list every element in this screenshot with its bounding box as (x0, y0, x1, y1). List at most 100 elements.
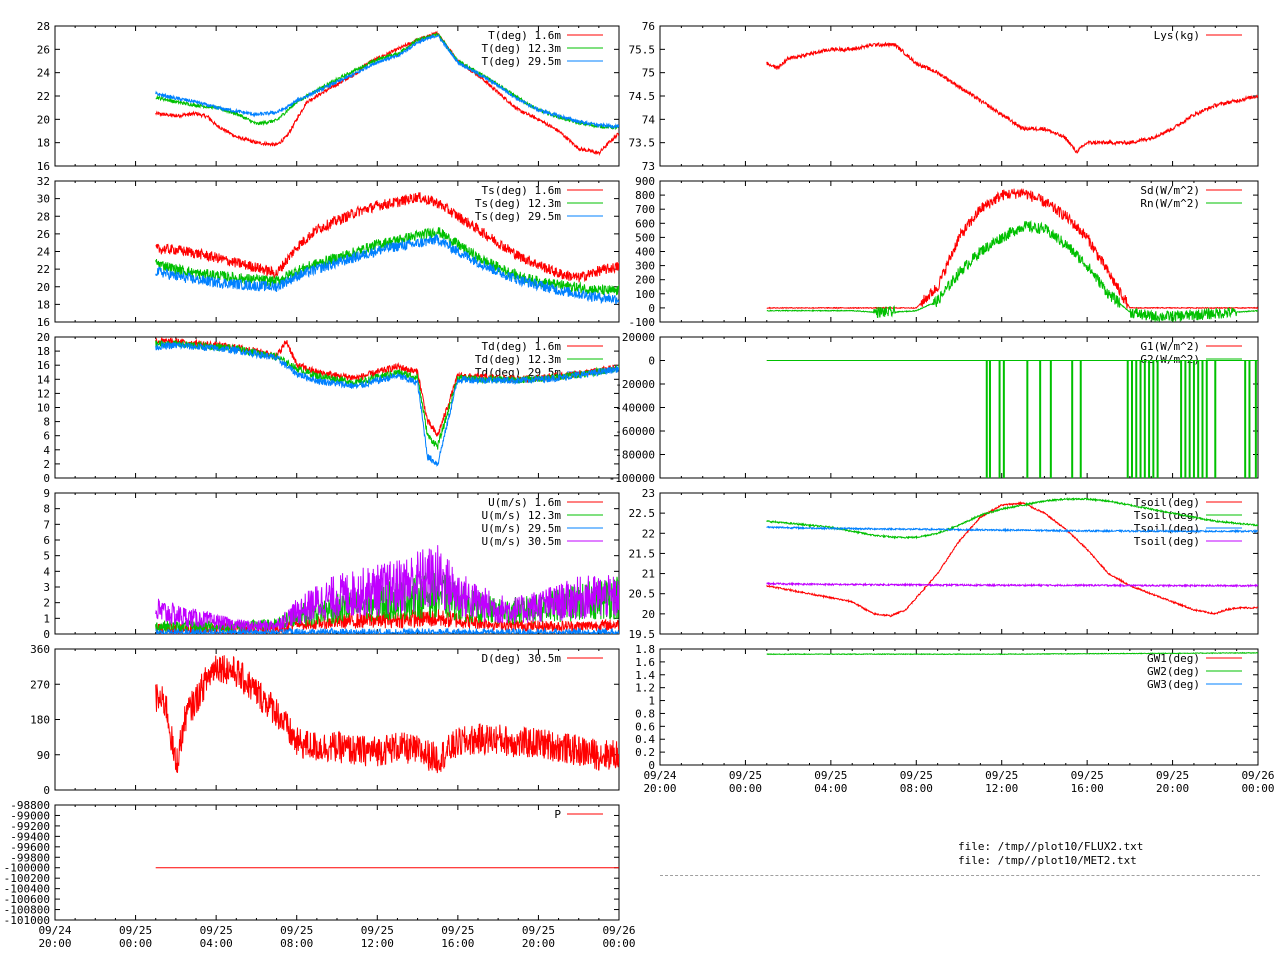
y-tick-label: 18 (37, 345, 50, 358)
y-tick-label: 180 (30, 714, 50, 727)
y-tick-label: 0 (648, 759, 655, 772)
y-tick-label: 300 (635, 260, 655, 273)
legend-label: GW1(deg) (1147, 652, 1200, 665)
divider (660, 875, 1260, 876)
x-tick-label: 09/25 (814, 769, 847, 782)
y-tick-label: 1 (43, 612, 50, 625)
legend-label: GW2(deg) (1147, 665, 1200, 678)
x-tick-label: 12:00 (361, 937, 394, 950)
y-tick-label: 6 (43, 534, 50, 547)
legend-label: U(m/s) 1.6m (488, 496, 561, 509)
y-tick-label: 30 (37, 193, 50, 206)
file-list: file: /tmp//plot10/FLUX2.txt file: /tmp/… (958, 840, 1143, 868)
legend-label: Tsoil(deg) (1134, 509, 1200, 522)
legend-label: U(m/s) 29.5m (482, 522, 562, 535)
y-tick-label: 21.5 (629, 547, 656, 560)
y-tick-label: 16 (37, 160, 50, 173)
panel-g: -100000 -80000 -60000 -40000 -20000 0 20000 G1(… (609, 331, 1259, 485)
y-tick-label: 18 (37, 298, 50, 311)
y-tick-label: 600 (635, 217, 655, 230)
x-tick-label: 04:00 (200, 937, 233, 950)
y-tick-label: 73 (642, 160, 655, 173)
y-tick-label: 21 (642, 568, 655, 581)
series-line (766, 581, 1258, 589)
series-line (766, 188, 1258, 310)
y-tick-label: 32 (37, 175, 50, 188)
x-tick-label: 09/25 (280, 924, 313, 937)
panel-lys: 73 73.5 74 74.5 75 75.5 76 Lys(kg) (629, 20, 1259, 173)
x-tick-label: 00:00 (119, 937, 152, 950)
y-tick-label: 800 (635, 189, 655, 202)
y-tick-label: 0.2 (635, 746, 655, 759)
y-tick-label: 75.5 (629, 43, 656, 56)
legend-label: Td(deg) 1.6m (482, 340, 562, 353)
x-tick-label: 00:00 (729, 782, 762, 795)
x-tick-label: 20:00 (1156, 782, 1189, 795)
y-tick-label: 5 (43, 550, 50, 563)
y-tick-label: 20 (642, 608, 655, 621)
y-tick-label: 700 (635, 203, 655, 216)
legend-label: Td(deg) 12.3m (475, 353, 561, 366)
y-tick-label: 4 (43, 565, 50, 578)
y-tick-label: 9 (43, 487, 50, 500)
y-tick-label: 24 (37, 246, 51, 259)
y-tick-label: 0 (43, 784, 50, 797)
y-tick-label: -99600 (10, 841, 50, 854)
y-tick-label: 20 (37, 281, 50, 294)
y-tick-label: 0 (648, 355, 655, 368)
legend-label: U(m/s) 30.5m (482, 535, 562, 548)
y-tick-label: 3 (43, 581, 50, 594)
y-tick-label: 400 (635, 246, 655, 259)
legend-label: Ts(deg) 29.5m (475, 210, 561, 223)
legend-label: Tsoil(deg) (1134, 522, 1200, 535)
series-line (155, 545, 619, 632)
series-line (766, 497, 1258, 540)
y-tick-label: 1.4 (635, 669, 655, 682)
x-tick-label: 09/25 (729, 769, 762, 782)
y-tick-label: 4 (43, 444, 50, 457)
series-line (766, 651, 1258, 656)
series-line (155, 234, 619, 305)
y-tick-label: -101000 (4, 914, 50, 927)
y-tick-label: 28 (37, 210, 50, 223)
series-line (766, 41, 1258, 154)
y-tick-label: 0 (648, 302, 655, 315)
x-tick-label: 08:00 (280, 937, 313, 950)
plot-frame (54, 648, 620, 791)
plot-frame (54, 804, 620, 921)
y-tick-label: 7 (43, 518, 50, 531)
x-tick-label: 09/25 (441, 924, 474, 937)
y-tick-label: 360 (30, 643, 50, 656)
x-tick-label: 09/25 (119, 924, 152, 937)
y-tick-label: 26 (37, 43, 50, 56)
x-tick-label: 09/25 (985, 769, 1018, 782)
y-tick-label: 10 (37, 402, 50, 415)
y-tick-label: 90 (37, 749, 50, 762)
x-tick-label: 09/25 (900, 769, 933, 782)
y-tick-label: 22 (37, 263, 50, 276)
x-tick-label: 09/26 (1241, 769, 1274, 782)
x-tick-label: 09/26 (602, 924, 635, 937)
y-tick-label: 73.5 (629, 137, 656, 150)
x-tick-label: 09/25 (361, 924, 394, 937)
y-tick-label: 22 (37, 90, 50, 103)
file-line: file: /tmp//plot10/MET2.txt (958, 854, 1137, 867)
y-tick-label: -20000 (615, 378, 655, 391)
series-line (766, 525, 1258, 534)
y-tick-label: 76 (642, 20, 655, 33)
x-tick-label: 09/24 (38, 924, 71, 937)
series-line (155, 626, 619, 634)
legend-label: Tsoil(deg) (1134, 535, 1200, 548)
y-tick-label: 22.5 (629, 507, 656, 520)
y-tick-label: 1 (648, 695, 655, 708)
y-tick-label: 8 (43, 503, 50, 516)
y-tick-label: -100800 (4, 904, 50, 917)
y-tick-label: -100000 (4, 862, 50, 875)
y-tick-label: 74.5 (629, 90, 656, 103)
y-tick-label: 1.6 (635, 656, 655, 669)
y-tick-label: 1.2 (635, 682, 655, 695)
